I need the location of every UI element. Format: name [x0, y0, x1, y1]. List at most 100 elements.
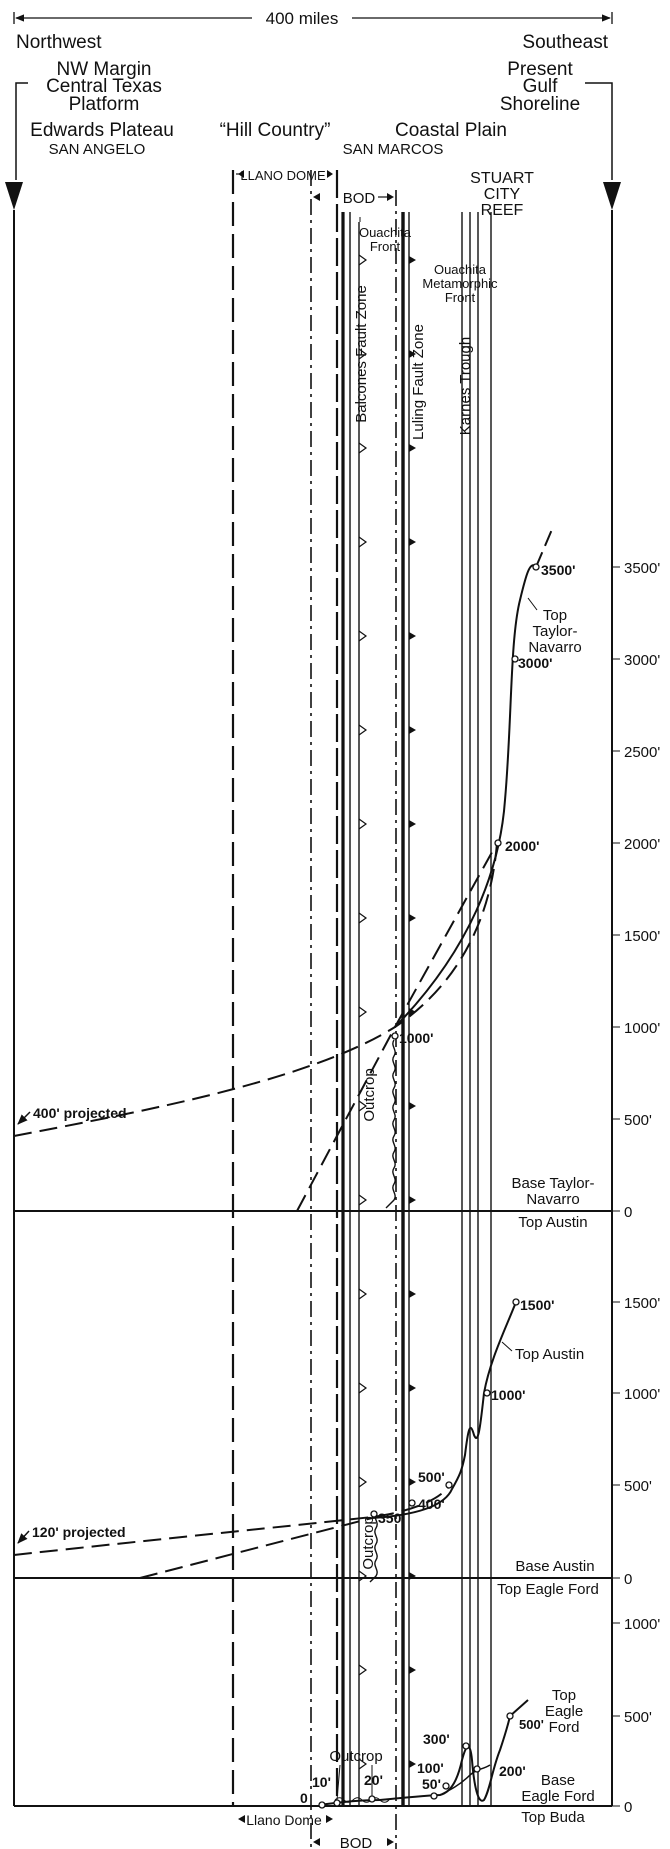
- austin-point-1500: [512, 1298, 520, 1306]
- ef-point-200: [473, 1765, 481, 1773]
- nw-margin-line-3: Platform: [69, 94, 140, 115]
- ef-label-300: 300': [423, 1731, 450, 1747]
- luling-fault-marker: [409, 1102, 416, 1110]
- ef-point-10: [333, 1799, 341, 1807]
- ef-outcrop-label: Outcrop: [329, 1748, 382, 1765]
- ef-point-100: [442, 1782, 450, 1790]
- balcones-fault-marker: [358, 442, 368, 454]
- taylor-outcrop-squiggle: [385, 1039, 396, 1209]
- ef-label-100: 100': [417, 1760, 444, 1776]
- tick-ef-1000: 1000': [624, 1616, 660, 1633]
- footer-brackets: Llano Dome BOD: [238, 1812, 394, 1849]
- ef-outcrop-line: [334, 1797, 390, 1803]
- taylor-projected-curve: [13, 842, 498, 1137]
- taylor-point-2000: [494, 839, 502, 847]
- austin-point-400: [408, 1499, 416, 1507]
- taylor-base-label-2: Navarro: [526, 1191, 579, 1208]
- ef-point-500: [506, 1712, 514, 1720]
- tick-austin-500: 500': [624, 1478, 652, 1495]
- ef-top-label-3: Ford: [549, 1719, 580, 1736]
- austin-outcrop-squiggle: [369, 1511, 378, 1583]
- san-angelo-label: SAN ANGELO: [49, 141, 146, 158]
- ef-point-50: [430, 1792, 438, 1800]
- ef-base-curve: [439, 1764, 491, 1796]
- austin-point-1000: [483, 1389, 491, 1397]
- austin-label-400: 400': [418, 1496, 445, 1512]
- ouachita-front-line-2: Front: [370, 239, 401, 254]
- llano-dome-header-label: LLANO DOME: [240, 168, 326, 183]
- tick-austin-1500: 1500': [624, 1295, 660, 1312]
- balcones-fault-marker: [358, 1476, 368, 1488]
- nw-margin-line-1: NW Margin: [56, 59, 151, 80]
- karnes-trough-label: Karnes Trough: [457, 337, 474, 435]
- footer-bod-label: BOD: [340, 1835, 373, 1849]
- footer-llano-dome-label: Llano Dome: [246, 1812, 322, 1828]
- stuart-city-reef-line-2: CITY: [484, 186, 521, 203]
- tick-ef-500: 500': [624, 1709, 652, 1726]
- ouachita-metamorphic-line-2: Metamorphic: [422, 276, 498, 291]
- balcones-fault-marker: [358, 630, 368, 642]
- ef-label-50: 50': [422, 1776, 441, 1792]
- ef-label-10: 10': [312, 1774, 331, 1790]
- tick-taylor-2500: 2500': [624, 744, 660, 761]
- luling-fault-marker: [409, 1196, 416, 1204]
- northwest-label: Northwest: [16, 32, 102, 53]
- nw-down-arrow: [5, 182, 23, 210]
- luling-fault-marker: [409, 350, 416, 358]
- luling-fault-marker: [409, 1478, 416, 1486]
- ef-top-label-2: Eagle: [545, 1703, 583, 1720]
- luling-fault-marker: [409, 1666, 416, 1674]
- tick-taylor-2000: 2000': [624, 836, 660, 853]
- ef-base-label-1: Base: [541, 1772, 575, 1789]
- ef-upper-dash: [509, 1699, 529, 1717]
- present-gulf-line-1: Present: [507, 59, 573, 80]
- stuart-city-reef-line-3: REEF: [481, 202, 524, 219]
- balcones-fault-marker: [358, 1100, 368, 1112]
- taylor-curve-label-1: Top: [543, 607, 567, 624]
- taylor-label-1000: 1000': [399, 1030, 433, 1046]
- axis-eagle-ford: 1000' 500' 0: [612, 1616, 660, 1816]
- ouachita-front-line-1: Ouachita: [359, 225, 412, 240]
- balcones-fault-marker: [358, 1570, 368, 1582]
- luling-fault-marker: [409, 1760, 416, 1768]
- luling-fault-marker: [409, 726, 416, 734]
- austin-label-500: 500': [418, 1469, 445, 1485]
- se-down-arrow: [603, 182, 621, 210]
- taylor-base-label-1: Base Taylor-: [511, 1175, 594, 1192]
- san-marcos-label: SAN MARCOS: [343, 141, 444, 158]
- panel-taylor: 3500' 3000' 2000' 1000' Top Taylor- Nava…: [13, 526, 595, 1231]
- tick-taylor-1500: 1500': [624, 928, 660, 945]
- scale-bar: 400 miles: [13, 9, 613, 28]
- ef-point-300: [462, 1742, 470, 1750]
- luling-fault-marker: [409, 538, 416, 546]
- ef-point-20: [368, 1795, 376, 1803]
- taylor-curve-label-3: Navarro: [528, 639, 581, 656]
- taylor-projected-label: 400' projected: [33, 1105, 127, 1121]
- austin-base-label: Base Austin: [515, 1558, 594, 1575]
- balcones-fault-marker: [358, 536, 368, 548]
- austin-projected-lower: [139, 1517, 373, 1579]
- ef-top-label-1: Top: [552, 1687, 576, 1704]
- header-labels: Northwest Southeast NW Margin Central Te…: [16, 32, 609, 440]
- luling-fault-marker: [409, 1384, 416, 1392]
- ef-label-500: 500': [519, 1717, 544, 1732]
- austin-top-curve: [371, 1301, 517, 1519]
- balcones-fault-marker: [358, 724, 368, 736]
- taylor-top-curve: [394, 564, 537, 1028]
- luling-fault-zone-label: Luling Fault Zone: [410, 324, 427, 440]
- coastal-plain-label: Coastal Plain: [395, 120, 507, 141]
- balcones-fault-marker: [358, 1288, 368, 1300]
- luling-fault-marker: [409, 914, 416, 922]
- balcones-fault-marker: [358, 1664, 368, 1676]
- axis-austin: 1500' 1000' 500' 0: [612, 1295, 660, 1588]
- taylor-label-3500: 3500': [541, 562, 575, 578]
- scale-label: 400 miles: [266, 9, 339, 28]
- taylor-point-3000: [511, 655, 519, 663]
- tick-taylor-3000: 3000': [624, 652, 660, 669]
- taylor-upper-dash: [535, 526, 554, 568]
- taylor-point-3500: [532, 563, 540, 571]
- tick-ef-0: 0: [624, 1799, 632, 1816]
- luling-fault-marker: [409, 820, 416, 828]
- stuart-city-reef-line-1: STUART: [470, 170, 534, 187]
- present-gulf-line-3: Shoreline: [500, 94, 580, 115]
